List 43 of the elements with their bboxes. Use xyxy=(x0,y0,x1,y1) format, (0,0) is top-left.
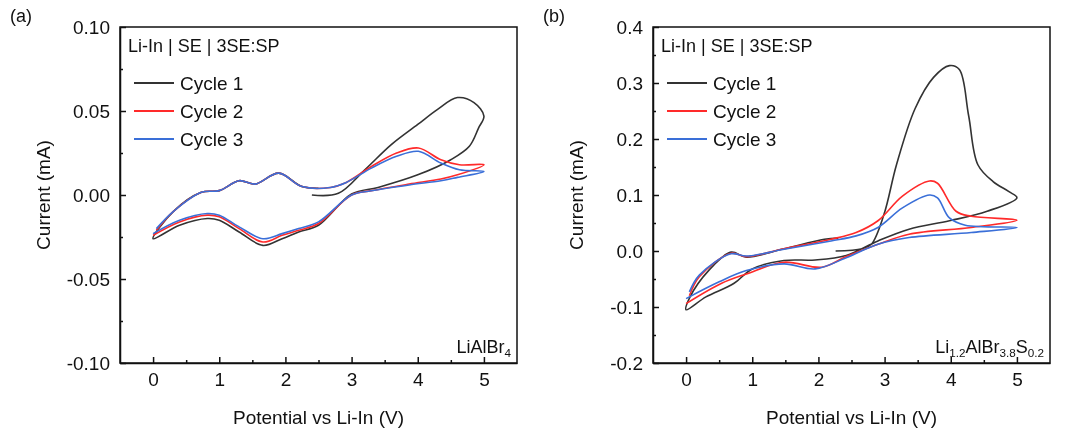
y-tick-label: -0.10 xyxy=(66,352,110,374)
y-tick-label: 0.10 xyxy=(73,16,110,38)
y-tick-label: 0.4 xyxy=(616,16,644,38)
y-tick-label: -0.2 xyxy=(610,352,643,374)
x-tick-label: 3 xyxy=(346,369,358,391)
y-tick-label: 0.2 xyxy=(616,128,643,150)
legend-label: Cycle 2 xyxy=(180,101,244,122)
annotation: LiAlBr$_{4}$ xyxy=(456,337,512,359)
line-series xyxy=(685,180,1018,305)
annotation: Li$_{1.2}$AlBr$_{3.8}$S$_{0.2}$ xyxy=(935,337,1044,359)
x-tick-label: 5 xyxy=(479,369,490,391)
x-tick-label: 0 xyxy=(148,369,159,391)
y-axis-title: Current (mA) xyxy=(566,140,587,250)
annotation: Li-In | SE | 3SE:SP xyxy=(661,36,813,56)
x-tick-label: 4 xyxy=(945,369,957,391)
x-tick-label: 2 xyxy=(813,369,825,391)
x-tick-label: 2 xyxy=(280,369,292,391)
y-tick-label: 0.00 xyxy=(73,184,110,206)
x-axis-title: Potential vs Li-In (V) xyxy=(765,407,938,428)
y-tick-label: -0.05 xyxy=(66,268,110,290)
x-tick-label: 0 xyxy=(681,369,692,391)
text: (a) xyxy=(10,6,32,26)
y-tick-label: -0.1 xyxy=(610,296,643,318)
legend-label: Cycle 2 xyxy=(713,101,777,122)
legend-label: Cycle 3 xyxy=(713,129,777,150)
legend-label: Cycle 1 xyxy=(713,73,777,94)
annotation: Li-In | SE | 3SE:SP xyxy=(128,36,280,56)
text: (b) xyxy=(543,6,565,26)
y-axis-title: Current (mA) xyxy=(33,140,54,250)
x-tick-label: 3 xyxy=(879,369,891,391)
legend-label: Cycle 1 xyxy=(180,73,244,94)
x-tick-label: 5 xyxy=(1012,369,1023,391)
x-tick-label: 1 xyxy=(214,369,226,391)
line-series xyxy=(685,194,1018,300)
y-tick-label: 0.3 xyxy=(616,72,643,94)
line-series xyxy=(685,64,1018,311)
y-tick-label: 0.0 xyxy=(616,240,643,262)
x-axis-title: Potential vs Li-In (V) xyxy=(232,407,405,428)
x-tick-label: 1 xyxy=(747,369,759,391)
x-tick-label: 4 xyxy=(412,369,424,391)
y-tick-label: 0.1 xyxy=(616,184,643,206)
legend-label: Cycle 3 xyxy=(180,129,244,150)
y-tick-label: 0.05 xyxy=(73,100,110,122)
